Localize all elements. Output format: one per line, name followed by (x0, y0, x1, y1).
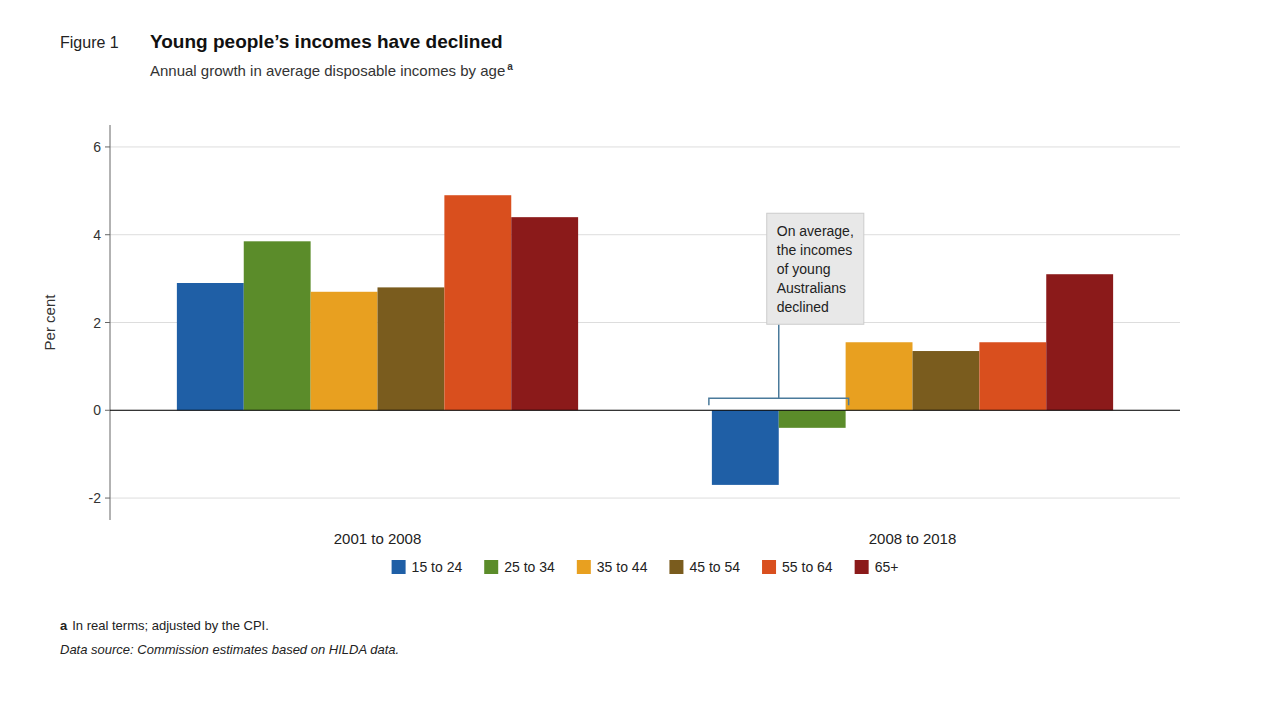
footnote: a In real terms; adjusted by the CPI. (60, 618, 269, 633)
legend-swatch (392, 560, 406, 574)
bar (779, 410, 846, 428)
legend-swatch (669, 560, 683, 574)
bar (1046, 274, 1113, 410)
y-tick (105, 322, 110, 323)
y-tick (105, 410, 110, 411)
y-axis (110, 125, 111, 520)
chart: Figure 1 Young people’s incomes have decl… (0, 0, 1280, 720)
legend-item: 65+ (855, 559, 899, 575)
bar (979, 342, 1046, 410)
legend-item: 45 to 54 (669, 559, 740, 575)
grid-line (110, 146, 1180, 147)
legend-swatch (855, 560, 869, 574)
bar (244, 241, 311, 410)
y-tick (105, 498, 110, 499)
legend-label: 35 to 44 (597, 559, 648, 575)
legend: 15 to 24 25 to 34 35 to 44 45 to 54 55 to 64… (392, 559, 899, 575)
annotation-stem (778, 324, 780, 398)
legend-label: 25 to 34 (504, 559, 555, 575)
legend-item: 25 to 34 (484, 559, 555, 575)
legend-swatch (484, 560, 498, 574)
annotation-box (767, 213, 864, 324)
subtitle-note: a (507, 61, 513, 72)
grid-line (110, 234, 1180, 235)
bar (444, 195, 511, 410)
grid-line (110, 410, 1180, 411)
legend-swatch (762, 560, 776, 574)
source: Data source: Commission estimates based … (60, 642, 399, 657)
bar (177, 283, 244, 410)
bar (712, 410, 779, 485)
y-tick (105, 234, 110, 235)
annotation-bracket (709, 398, 849, 405)
y-tick-label: 6 (93, 139, 101, 155)
legend-label: 45 to 54 (689, 559, 740, 575)
x-tick-label: 2001 to 2008 (334, 530, 422, 547)
legend-item: 55 to 64 (762, 559, 833, 575)
subtitle-text: Annual growth in average disposable inco… (150, 62, 505, 79)
y-tick-label: 2 (93, 315, 101, 331)
y-axis-label: Per cent (41, 294, 58, 351)
title: Young people’s incomes have declined (150, 31, 503, 52)
bar (511, 217, 578, 410)
bars (177, 195, 1113, 485)
footnote-marker: a (60, 618, 68, 633)
bar (913, 351, 980, 410)
legend-swatch (577, 560, 591, 574)
legend-label: 15 to 24 (412, 559, 463, 575)
annotation: On average,the incomesof youngAustralian… (709, 213, 864, 405)
grid: -2 0 2 4 6 (89, 139, 1180, 506)
bar (378, 287, 445, 410)
y-tick-label: 4 (93, 227, 101, 243)
y-tick-label: -2 (89, 490, 102, 506)
y-tick-label: 0 (93, 402, 101, 418)
grid-line (110, 498, 1180, 499)
bar (311, 292, 378, 411)
figure-label: Figure 1 (60, 34, 119, 51)
y-tick (105, 146, 110, 147)
bar (846, 342, 913, 410)
legend-item: 35 to 44 (577, 559, 648, 575)
legend-item: 15 to 24 (392, 559, 463, 575)
x-tick-label: 2008 to 2018 (869, 530, 957, 547)
subtitle: Annual growth in average disposable inco… (150, 61, 513, 79)
legend-label: 65+ (875, 559, 899, 575)
annotation-text: On average,the incomesof youngAustralian… (777, 223, 854, 315)
footnote-text: In real terms; adjusted by the CPI. (72, 618, 269, 633)
zero-line (110, 410, 1180, 411)
legend-label: 55 to 64 (782, 559, 833, 575)
